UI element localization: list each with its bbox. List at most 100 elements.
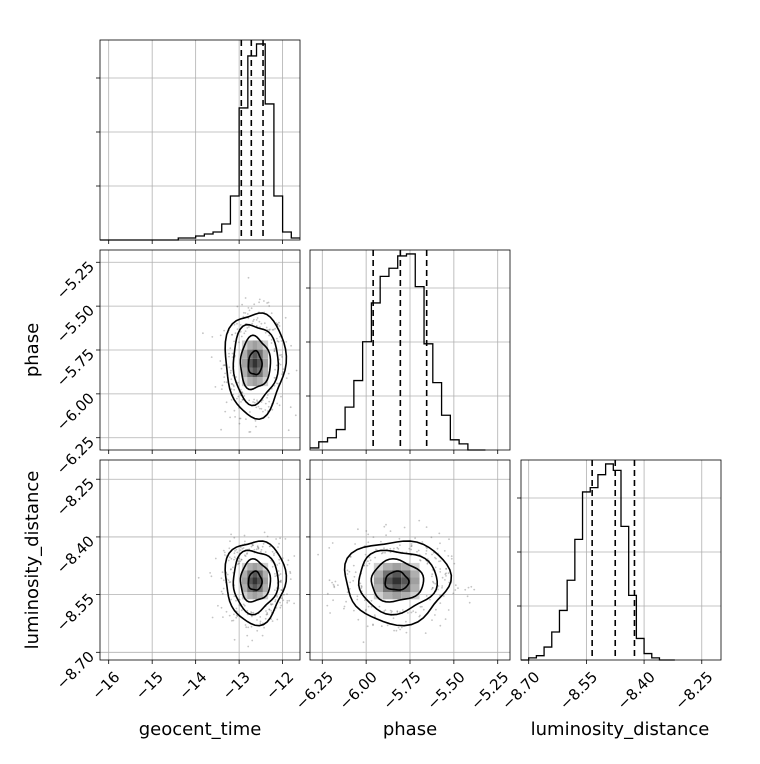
histogram-phase [310,253,486,451]
density-cell-geocent-time-vs-luminosity-distance [252,584,258,593]
sample-point-geocent-time-vs-luminosity-distance [233,595,236,598]
density-cell-phase-vs-luminosity-distance [382,577,393,585]
density-cell-phase-vs-luminosity-distance [392,562,402,571]
sample-point-phase-vs-luminosity-distance [332,583,335,586]
sample-point-phase-vs-luminosity-distance [410,543,413,545]
sample-point-geocent-time-vs-luminosity-distance [271,620,274,622]
sample-point-geocent-time-vs-luminosity-distance [238,557,241,560]
density-cell-geocent-time-vs-luminosity-distance [262,570,269,578]
sample-point-geocent-time-vs-phase [253,303,256,306]
sample-point-geocent-time-vs-phase [260,407,263,410]
sample-point-geocent-time-vs-luminosity-distance [269,545,271,548]
y-tick-label: −6.25 [53,433,98,478]
density-cell-geocent-time-vs-phase [252,340,258,350]
sample-point-geocent-time-vs-phase [280,395,282,398]
sample-point-geocent-time-vs-luminosity-distance [265,613,268,616]
sample-point-geocent-time-vs-phase [230,398,233,401]
sample-point-phase-vs-luminosity-distance [407,612,409,614]
density-cell-geocent-time-vs-luminosity-distance [252,570,258,578]
sample-point-geocent-time-vs-phase [246,313,249,315]
sample-point-geocent-time-vs-phase [276,323,279,326]
sample-point-geocent-time-vs-luminosity-distance [271,550,274,553]
density-cell-geocent-time-vs-luminosity-distance [252,562,258,571]
sample-point-phase-vs-luminosity-distance [430,536,433,539]
sample-point-phase-vs-luminosity-distance [364,553,367,556]
sample-point-phase-vs-luminosity-distance [353,609,355,612]
sample-point-geocent-time-vs-luminosity-distance [262,542,265,545]
sample-point-phase-vs-luminosity-distance [410,554,412,557]
sample-point-geocent-time-vs-luminosity-distance [282,599,285,602]
sample-point-phase-vs-luminosity-distance [450,557,453,560]
sample-point-phase-vs-luminosity-distance [439,560,442,562]
sample-point-geocent-time-vs-phase [270,338,273,341]
sample-point-phase-vs-luminosity-distance [454,584,457,587]
sample-point-geocent-time-vs-phase [231,334,233,336]
sample-point-geocent-time-vs-luminosity-distance [274,599,277,601]
sample-point-geocent-time-vs-luminosity-distance [246,634,249,637]
sample-point-phase-vs-luminosity-distance [466,595,469,598]
sample-point-geocent-time-vs-luminosity-distance [220,606,223,609]
sample-point-phase-vs-luminosity-distance [443,550,446,552]
density-cell-phase-vs-luminosity-distance [373,584,383,593]
sample-point-phase-vs-luminosity-distance [438,560,440,563]
sample-point-phase-vs-luminosity-distance [368,556,371,559]
sample-point-geocent-time-vs-phase [264,402,267,405]
sample-point-geocent-time-vs-luminosity-distance [250,611,253,613]
sample-point-phase-vs-luminosity-distance [346,569,349,572]
panel-frame [520,459,722,661]
sample-point-geocent-time-vs-phase [268,334,270,337]
sample-point-phase-vs-luminosity-distance [432,580,434,583]
sample-point-geocent-time-vs-luminosity-distance [222,579,225,582]
sample-point-geocent-time-vs-phase [287,429,290,432]
sample-point-phase-vs-luminosity-distance [396,546,399,549]
sample-point-geocent-time-vs-phase [274,327,276,330]
sample-point-geocent-time-vs-phase [254,420,257,422]
sample-point-geocent-time-vs-phase [285,341,288,343]
sample-point-geocent-time-vs-luminosity-distance [288,599,291,602]
sample-point-geocent-time-vs-phase [277,382,279,385]
sample-point-phase-vs-luminosity-distance [366,564,369,567]
sample-point-geocent-time-vs-luminosity-distance [259,622,262,625]
sample-point-geocent-time-vs-phase [252,320,255,322]
sample-point-geocent-time-vs-phase [228,352,230,355]
sample-point-geocent-time-vs-luminosity-distance [275,538,277,540]
sample-point-geocent-time-vs-luminosity-distance [278,542,280,545]
sample-point-geocent-time-vs-luminosity-distance [251,615,253,618]
sample-point-geocent-time-vs-phase [281,373,283,375]
sample-point-geocent-time-vs-phase [260,322,263,325]
sample-point-geocent-time-vs-phase [234,332,237,335]
sample-point-phase-vs-luminosity-distance [349,556,352,558]
sample-point-geocent-time-vs-luminosity-distance [289,572,292,574]
sample-point-geocent-time-vs-luminosity-distance [281,557,284,559]
sample-point-geocent-time-vs-phase [221,384,224,387]
sample-point-geocent-time-vs-phase [263,322,266,325]
sample-point-geocent-time-vs-phase [276,402,279,405]
sample-point-geocent-time-vs-luminosity-distance [286,593,288,595]
sample-point-geocent-time-vs-phase [258,301,260,304]
density-cell-phase-vs-luminosity-distance [410,562,420,571]
sample-point-geocent-time-vs-phase [253,318,255,321]
sample-point-phase-vs-luminosity-distance [439,624,442,627]
sample-point-geocent-time-vs-phase [262,410,264,413]
sample-point-phase-vs-luminosity-distance [444,618,447,620]
sample-point-phase-vs-luminosity-distance [326,604,329,607]
sample-point-phase-vs-luminosity-distance [373,614,376,616]
histogram-geocent-time [100,43,300,241]
sample-point-phase-vs-luminosity-distance [370,605,373,608]
sample-point-geocent-time-vs-luminosity-distance [264,551,267,553]
sample-point-geocent-time-vs-phase [271,328,274,331]
density-cell-phase-vs-luminosity-distance [410,584,420,593]
sample-point-geocent-time-vs-luminosity-distance [289,570,291,573]
sample-point-geocent-time-vs-luminosity-distance [270,603,272,605]
sample-point-phase-vs-luminosity-distance [385,534,387,537]
sample-point-geocent-time-vs-phase [240,388,242,391]
sample-point-geocent-time-vs-phase [273,350,276,352]
sample-point-geocent-time-vs-phase [265,326,268,329]
panel-frame [309,249,511,451]
sample-point-geocent-time-vs-phase [247,307,250,309]
density-cell-geocent-time-vs-luminosity-distance [247,592,253,600]
sample-point-geocent-time-vs-luminosity-distance [221,592,224,595]
sample-point-geocent-time-vs-phase [240,335,243,338]
density-cell-geocent-time-vs-phase [262,367,269,378]
sample-point-geocent-time-vs-phase [255,425,257,428]
